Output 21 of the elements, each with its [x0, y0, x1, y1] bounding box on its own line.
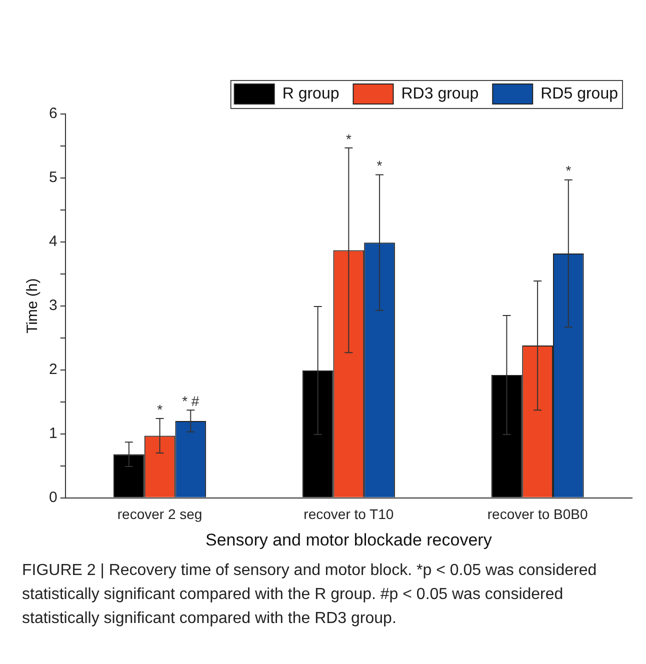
y-tick-label: 1	[49, 424, 58, 442]
x-tick-label: recover to B0B0	[487, 506, 588, 522]
legend-label: R group	[282, 85, 340, 102]
annotation: *	[157, 401, 164, 418]
y-tick-label: 5	[49, 169, 58, 186]
legend-label: RD5 group	[540, 85, 618, 102]
annotation: *	[376, 158, 383, 174]
annotation: *	[566, 162, 572, 179]
x-axis-title: Sensory and motor blockade recovery	[206, 530, 492, 550]
x-tick-label: recover 2 seg	[117, 506, 202, 522]
y-axis-title: Time (h)	[24, 278, 42, 334]
y-tick-label: 4	[49, 233, 58, 250]
y-tick-label: 2	[49, 361, 58, 378]
caption: FIGURE 2 | Recovery time of sensory and motor block. *p < 0.05 was considered statistically significant compared with the R group. #p < 0.05 was considered statistically significant compared with the RD3 group.	[22, 561, 598, 629]
legend-label: RD3 group	[401, 85, 479, 102]
annotation: *	[346, 130, 352, 147]
y-tick-label: 0	[49, 488, 58, 506]
x-tick-label: recover to T10	[304, 506, 394, 522]
y-tick-label: 3	[49, 297, 58, 314]
y-tick-label: 6	[49, 105, 58, 122]
annotation: * #	[182, 393, 200, 410]
